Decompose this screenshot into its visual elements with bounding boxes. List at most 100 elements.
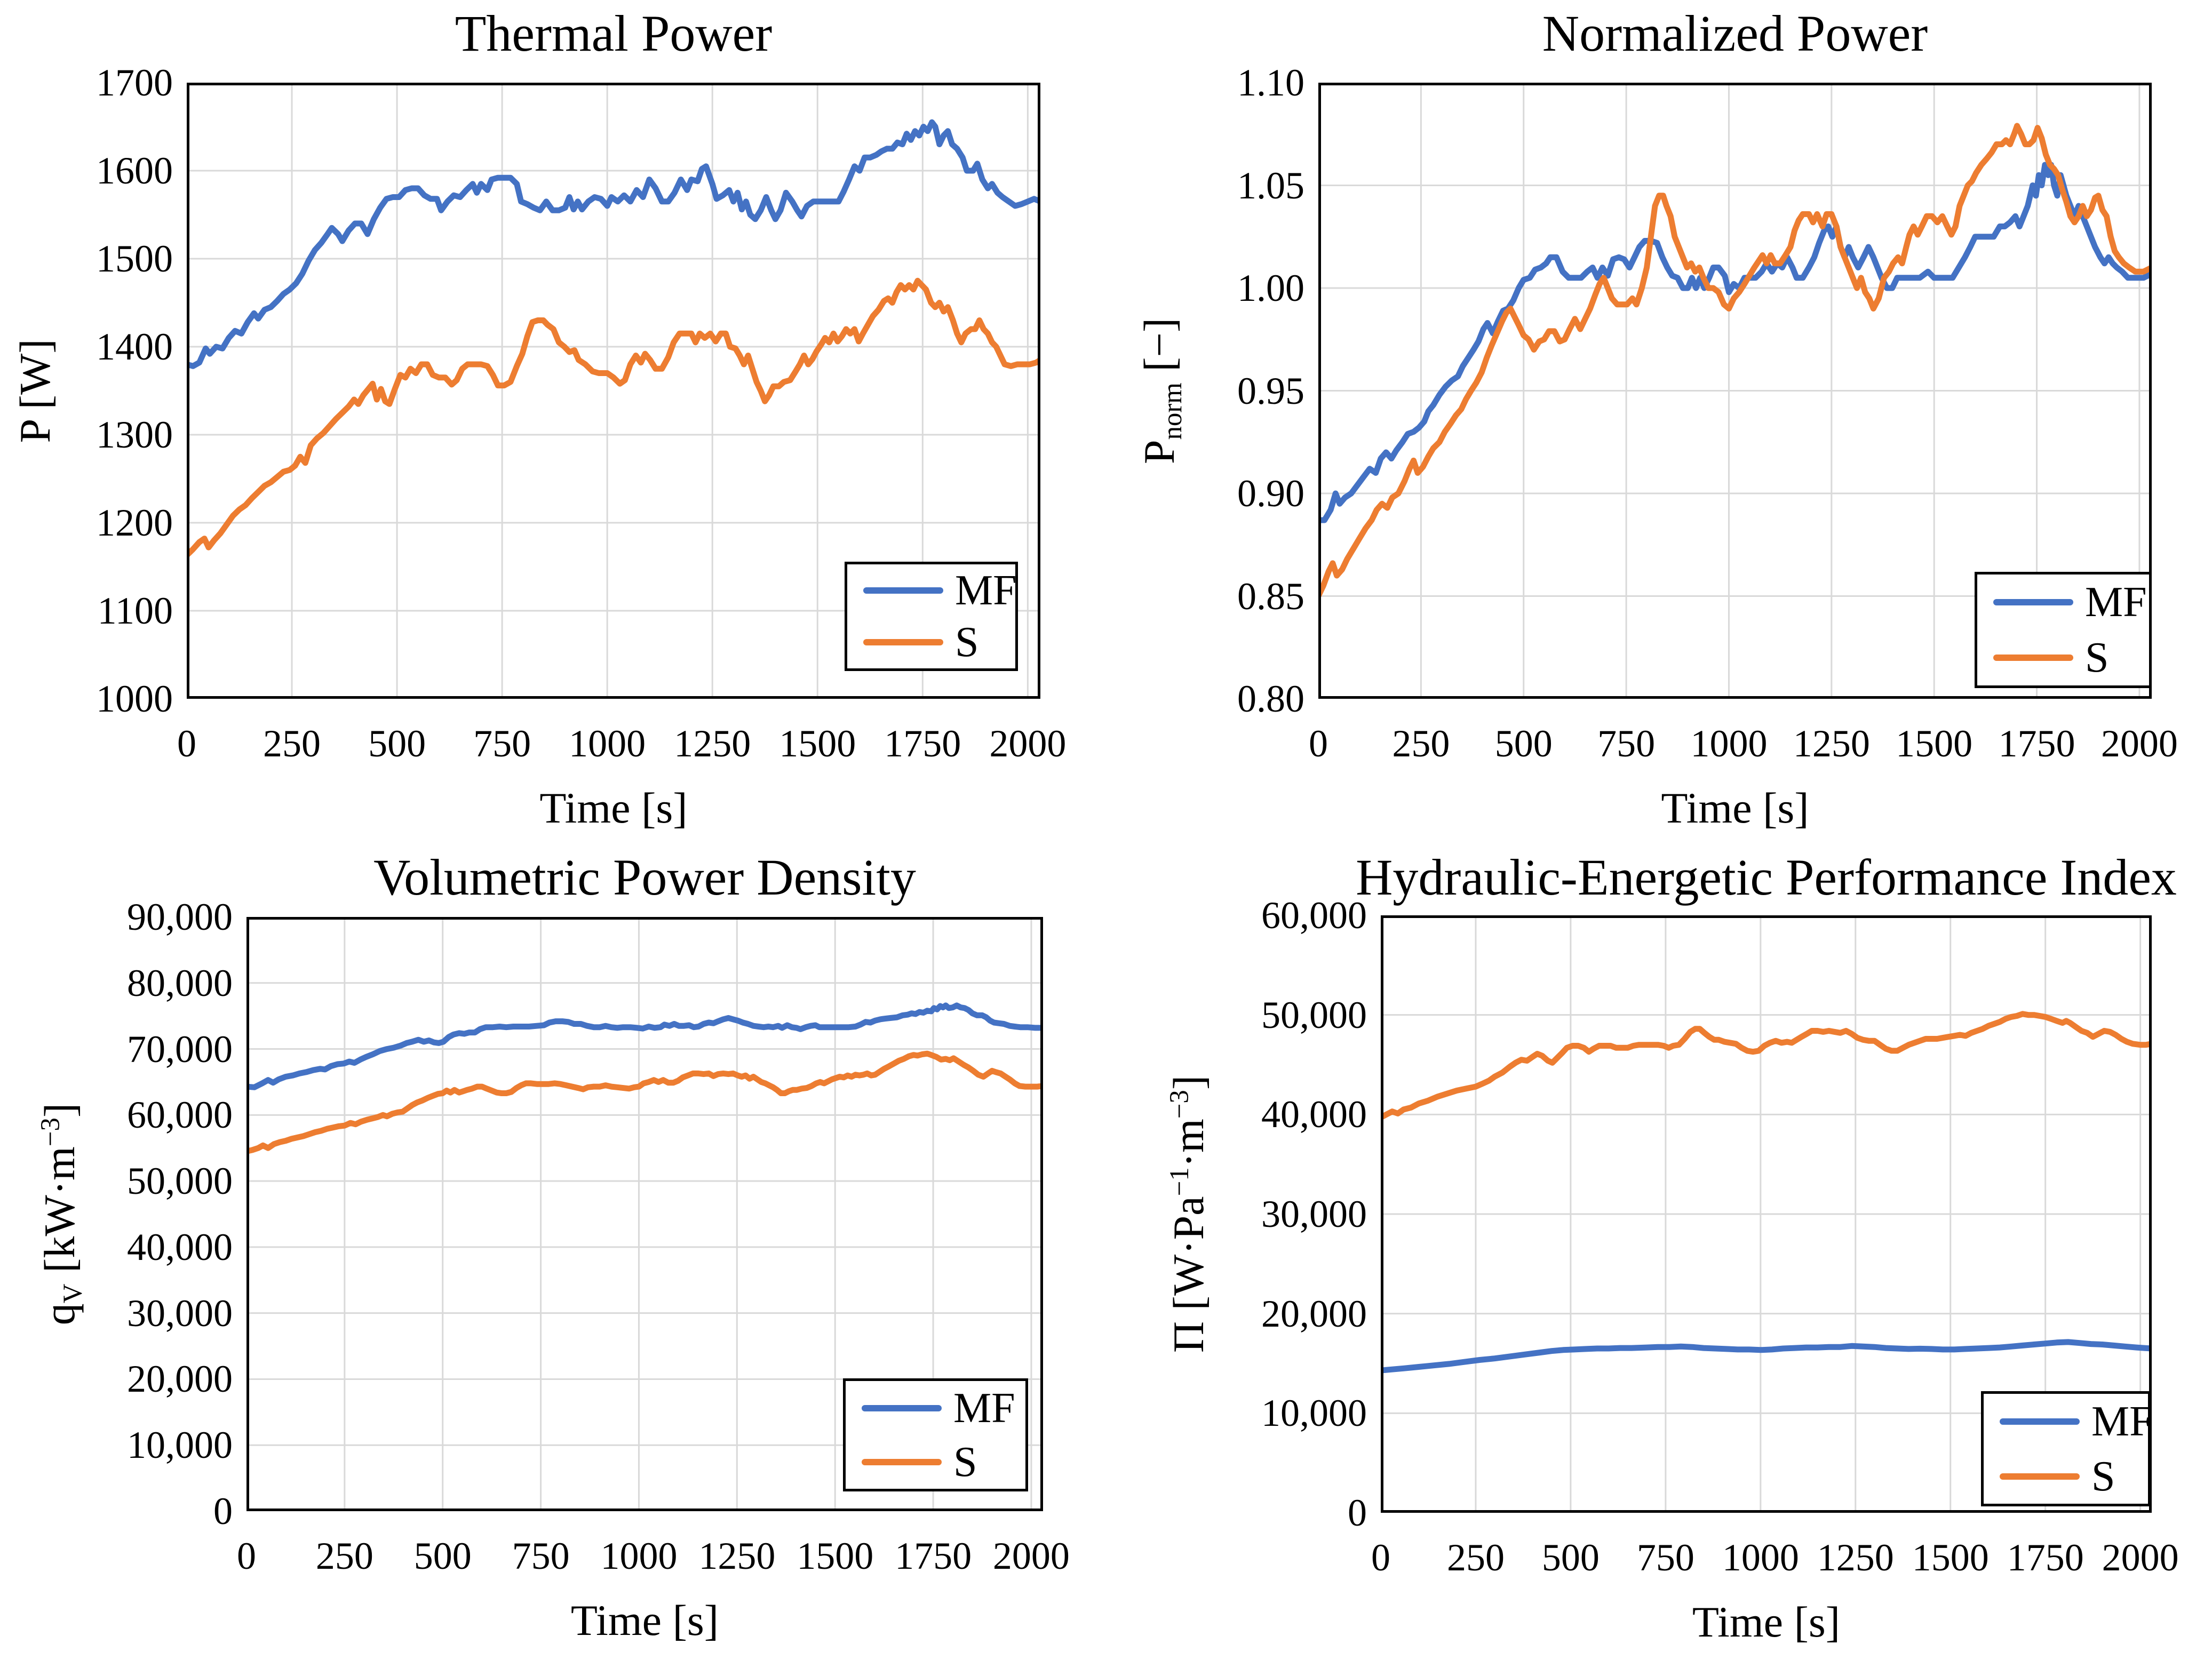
y-tick-label: 50,000 bbox=[127, 1160, 233, 1203]
x-tick-label: 500 bbox=[1494, 722, 1553, 765]
y-tick-label: 1300 bbox=[96, 413, 173, 456]
s-line-swatch bbox=[863, 639, 943, 646]
plot-area bbox=[1318, 83, 2152, 699]
y-axis-label-segment: −1 bbox=[1164, 1167, 1195, 1196]
legend-label-s: S bbox=[953, 1438, 977, 1486]
mf-line-swatch bbox=[2000, 1418, 2080, 1425]
x-tick-label: 1000 bbox=[600, 1535, 678, 1577]
y-tick-label: 60,000 bbox=[127, 1094, 233, 1137]
x-tick-label: 250 bbox=[1446, 1536, 1505, 1579]
series-line-s bbox=[246, 1050, 1043, 1154]
y-tick-label: 1500 bbox=[96, 237, 173, 280]
y-tick-label: 10,000 bbox=[1261, 1392, 1367, 1435]
y-tick-label: 1200 bbox=[96, 501, 173, 544]
y-tick-label: 1400 bbox=[96, 325, 173, 368]
x-tick-label: 0 bbox=[1309, 722, 1328, 765]
plot-area bbox=[246, 917, 1043, 1511]
legend-entry-s: S bbox=[1977, 636, 2149, 679]
y-tick-label: 1.00 bbox=[1237, 267, 1304, 309]
y-axis-label-segment: [kW·m bbox=[35, 1146, 84, 1284]
x-tick-label: 0 bbox=[1371, 1536, 1390, 1579]
y-tick-label: 0.95 bbox=[1237, 369, 1304, 412]
x-tick-label: 1250 bbox=[674, 722, 751, 765]
legend-entry-s: S bbox=[847, 621, 1015, 664]
x-tick-label: 1000 bbox=[1690, 722, 1768, 765]
series-line-s bbox=[187, 277, 1040, 558]
plot-border bbox=[246, 917, 1043, 1511]
x-axis-label: Time [s] bbox=[539, 784, 688, 832]
y-tick-label: 40,000 bbox=[127, 1225, 233, 1268]
series-line-s bbox=[1381, 1011, 2152, 1121]
legend-entry-mf: MF bbox=[847, 569, 1017, 612]
series-line-mf bbox=[1318, 162, 2152, 523]
x-tick-label: 250 bbox=[315, 1535, 373, 1577]
y-tick-label: 1.05 bbox=[1237, 164, 1304, 207]
plot-border bbox=[1318, 83, 2152, 699]
x-tick-label: 1750 bbox=[2007, 1536, 2084, 1579]
legend-label-mf: MF bbox=[2091, 1398, 2153, 1445]
legend: MF S bbox=[845, 562, 1018, 671]
x-tick-label: 750 bbox=[512, 1535, 570, 1577]
y-tick-label: 30,000 bbox=[1261, 1193, 1367, 1235]
s-line-swatch bbox=[862, 1458, 942, 1465]
x-tick-label: 1250 bbox=[1817, 1536, 1894, 1579]
x-axis-label: Time [s] bbox=[1661, 784, 1809, 832]
y-axis-label-segment: Π [W·Pa bbox=[1164, 1196, 1213, 1353]
legend-label-mf: MF bbox=[2085, 579, 2147, 626]
x-tick-label: 2000 bbox=[2102, 1536, 2179, 1579]
chart-panel-thermal-power: Thermal Power P [W] Time [s] MF S 0 250 50… bbox=[0, 0, 1106, 832]
x-tick-label: 1000 bbox=[1722, 1536, 1799, 1579]
x-tick-label: 1750 bbox=[1998, 722, 2075, 765]
y-tick-label: 0 bbox=[1348, 1491, 1367, 1534]
x-tick-label: 0 bbox=[237, 1535, 256, 1577]
y-tick-label: 0.85 bbox=[1237, 574, 1304, 618]
x-tick-label: 1750 bbox=[895, 1535, 972, 1577]
y-tick-label: 0.80 bbox=[1237, 677, 1304, 720]
x-tick-label: 500 bbox=[368, 722, 426, 765]
s-line-swatch bbox=[2000, 1473, 2080, 1480]
legend-label-mf: MF bbox=[953, 1384, 1015, 1432]
chart-panel-normalized-power: Normalized Power Pnorm [−] Time [s] MF S… bbox=[1106, 0, 2212, 832]
y-axis-label-segment: −3 bbox=[1164, 1090, 1195, 1119]
x-tick-label: 750 bbox=[1636, 1536, 1694, 1579]
chart-panel-volumetric-power-density: Volumetric Power Density qV [kW·m−3] Tim… bbox=[0, 830, 1106, 1660]
y-tick-label: 10,000 bbox=[127, 1424, 233, 1467]
plot-border bbox=[1381, 915, 2152, 1513]
y-tick-label: 0 bbox=[213, 1490, 233, 1533]
x-tick-label: 2000 bbox=[989, 722, 1067, 765]
plot-area bbox=[187, 83, 1040, 699]
legend: MF S bbox=[843, 1378, 1028, 1491]
mf-line-swatch bbox=[863, 587, 943, 594]
y-axis-label-segment: q bbox=[35, 1303, 84, 1326]
series-line-mf bbox=[246, 1002, 1043, 1090]
x-axis-label: Time [s] bbox=[570, 1596, 719, 1645]
series-line-s bbox=[1318, 123, 2152, 599]
series-line-mf bbox=[187, 119, 1040, 369]
chart-title: Hydraulic-Energetic Performance Index bbox=[1356, 849, 2177, 906]
plot-area bbox=[1381, 915, 2152, 1513]
y-axis-label-segment: ·m bbox=[1164, 1119, 1213, 1168]
legend-entry-mf: MF bbox=[846, 1387, 1025, 1430]
x-tick-label: 750 bbox=[1597, 722, 1656, 765]
x-tick-label: 1500 bbox=[797, 1535, 874, 1577]
s-line-swatch bbox=[1993, 655, 2073, 661]
y-tick-label: 40,000 bbox=[1261, 1093, 1367, 1136]
y-axis-label: qV [kW·m−3] bbox=[35, 1103, 87, 1326]
y-axis-label: Π [W·Pa−1·m−3] bbox=[1164, 1075, 1214, 1353]
y-tick-label: 20,000 bbox=[1261, 1292, 1367, 1335]
x-tick-label: 1500 bbox=[779, 722, 856, 765]
legend: MF S bbox=[1981, 1391, 2153, 1506]
y-tick-label: 1.10 bbox=[1237, 61, 1304, 104]
x-tick-label: 1750 bbox=[884, 722, 961, 765]
mf-line-swatch bbox=[862, 1404, 942, 1411]
x-axis-label: Time [s] bbox=[1692, 1598, 1841, 1646]
mf-line-swatch bbox=[1993, 599, 2073, 605]
legend-entry-s: S bbox=[846, 1441, 1025, 1483]
x-tick-label: 500 bbox=[413, 1535, 472, 1577]
x-tick-label: 2000 bbox=[992, 1535, 1070, 1577]
chart-title: Normalized Power bbox=[1542, 5, 1928, 62]
y-tick-label: 60,000 bbox=[1261, 894, 1367, 937]
y-tick-label: 30,000 bbox=[127, 1291, 233, 1335]
legend-label-s: S bbox=[2085, 634, 2109, 681]
